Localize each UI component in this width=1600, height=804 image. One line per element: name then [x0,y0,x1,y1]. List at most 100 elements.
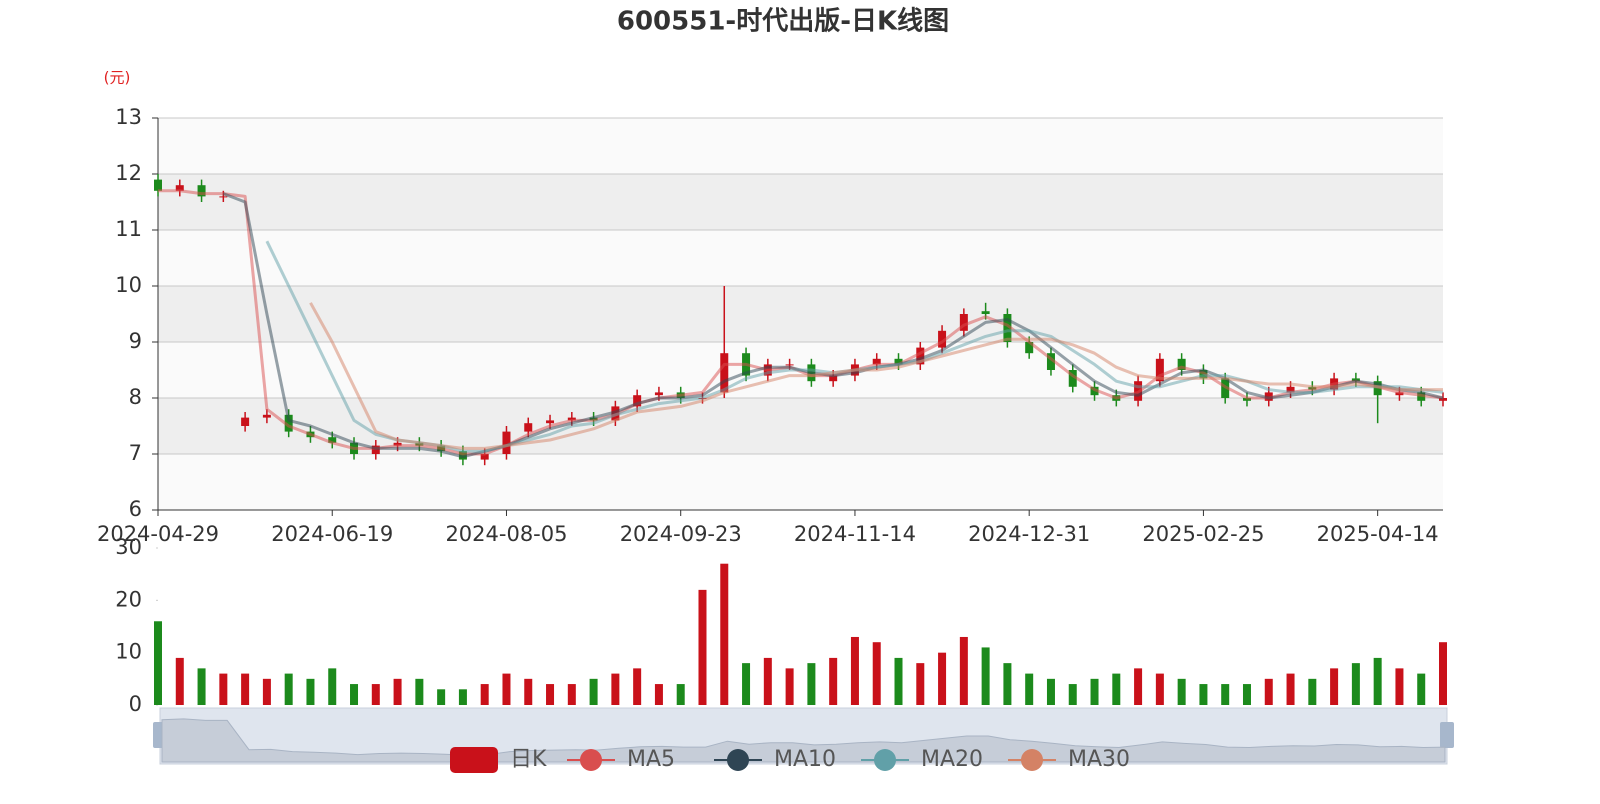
candle-body [1068,370,1077,387]
volume-bar [458,689,467,705]
volume-bar [1112,673,1121,705]
x-tick-label: 2024-08-05 [445,522,567,546]
candle-body [546,420,555,424]
volume-bar [502,673,511,705]
legend-swatch [727,749,749,771]
volume-bar [872,642,881,705]
volume-tick-label: 10 [115,640,142,664]
volume-bar [480,684,489,705]
y-unit: (元) [104,69,131,87]
volume-bar [894,657,903,705]
volume-bar [1351,663,1360,705]
volume-bar [938,652,947,705]
volume-bar [1134,668,1143,705]
volume-bar [1090,678,1099,705]
volume-bar [850,636,859,705]
grid-band [158,230,1443,286]
y-tick-label: 13 [115,105,142,129]
legend-swatch [580,749,602,771]
volume-bar [546,684,555,705]
x-tick-label: 2025-04-14 [1317,522,1439,546]
x-tick-label: 2024-04-29 [97,522,219,546]
y-tick-label: 8 [129,385,142,409]
volume-bar [981,647,990,705]
volume-bar [1373,657,1382,705]
volume-tick-label: 30 [115,535,142,559]
volume-bar [219,673,228,705]
candle-body [654,392,663,396]
volume-bar [1003,663,1012,705]
volume-tick-label: 0 [129,692,142,716]
volume-bar [916,663,925,705]
candle-body [328,437,337,443]
zoom-handle[interactable] [1440,722,1454,748]
volume-bar [1155,673,1164,705]
volume-bar [1264,678,1273,705]
candle-body [175,185,184,191]
legend-swatch [1021,749,1043,771]
legend-label[interactable]: 日K [510,747,547,772]
candle-body [1046,353,1055,370]
volume-bar [676,684,685,705]
volume-bar [524,678,533,705]
volume-bar [1177,678,1186,705]
volume-bar [1417,673,1426,705]
y-tick-label: 7 [129,441,142,465]
volume-bar [1046,678,1055,705]
volume-bar [1395,668,1404,705]
candle-body [1003,314,1012,342]
volume-bar [959,636,968,705]
candle-body [633,395,642,407]
candle-body [219,196,228,198]
volume-bar [175,657,184,705]
candle-body [829,375,838,382]
volume-bar [1330,668,1339,705]
volume-bar [1286,673,1295,705]
legend-label[interactable]: MA30 [1068,747,1130,772]
legend-label[interactable]: MA10 [774,747,836,772]
volume-tick-label: 20 [115,587,142,611]
candle-body [785,364,794,366]
volume-bar [633,668,642,705]
candle-body [284,414,293,432]
candle-body [197,185,206,197]
volume-bar [284,673,293,705]
candle-body [959,314,968,331]
candle-body [1177,358,1186,370]
volume-bar [1439,642,1447,705]
volume-bar [154,621,162,705]
volume-bar [807,663,816,705]
zoom-shadow [161,718,1446,763]
volume-bar [371,684,380,705]
volume-bar [306,678,315,705]
volume-bar [1199,684,1208,705]
legend-label[interactable]: MA5 [627,747,675,772]
volume-bar [437,689,446,705]
ma-line [309,302,1443,450]
volume-bar [197,668,206,705]
volume-bar [328,668,337,705]
volume-bar [589,678,598,705]
candle-body [1286,386,1295,393]
candle-body [524,423,533,432]
grid-band [158,118,1443,174]
grid-band [158,174,1443,230]
candle-body [981,311,990,314]
y-tick-label: 12 [115,161,142,185]
volume-bar [1242,684,1251,705]
volume-bar [241,673,250,705]
volume-bar [742,663,751,705]
candle-body [502,431,511,454]
candle-body [1025,342,1034,354]
volume-bar [567,684,576,705]
volume-bar [393,678,402,705]
volume-bar [262,678,271,705]
legend-label[interactable]: MA20 [921,747,983,772]
x-tick-label: 2024-12-31 [968,522,1090,546]
volume-bar [1308,678,1317,705]
volume-bar [1068,684,1077,705]
candle-body [916,347,925,365]
volume-bar [785,668,794,705]
x-tick-label: 2024-06-19 [271,522,393,546]
